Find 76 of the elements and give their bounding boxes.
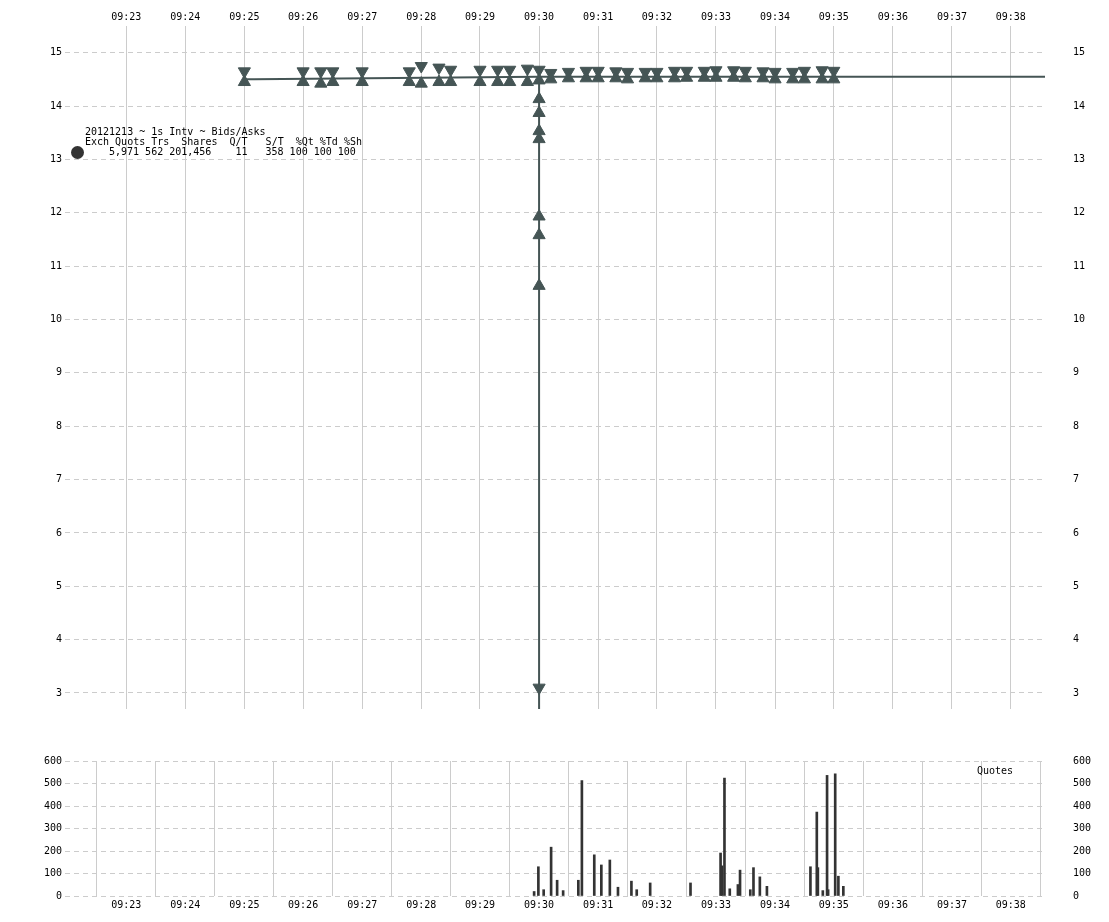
x-tick-label: 09:24 (170, 898, 201, 910)
x-tick-label: 09:23 (111, 10, 142, 22)
x-tick-label: 09:28 (406, 898, 437, 910)
y-tick-label: 600 (43, 754, 62, 766)
y-tick-label: 100 (43, 867, 62, 879)
y2-tick-label: 4 (1073, 633, 1080, 645)
x-tick-label: 09:29 (464, 898, 496, 910)
x-tick-label: 09:38 (995, 898, 1026, 910)
x-tick-label: 09:32 (641, 10, 672, 22)
y2-tick-label: 14 (1073, 99, 1086, 111)
x-tick-label: 09:23 (111, 898, 142, 910)
x-tick-label: 09:26 (288, 10, 319, 22)
x-tick-label: 09:30 (524, 10, 555, 22)
y2-tick-label: 5 (1073, 579, 1080, 591)
x-tick-label: 09:33 (700, 898, 732, 910)
y-tick-label: 200 (43, 844, 62, 856)
x-tick-label: 09:35 (818, 898, 849, 910)
y2-tick-label: 6 (1073, 526, 1080, 538)
y2-tick-label: 9 (1073, 366, 1080, 378)
x-tick-label: 09:38 (995, 10, 1026, 22)
y2-tick-label: 8 (1073, 419, 1080, 431)
y2-tick-label: 0 (1073, 889, 1080, 901)
y-tick-label: 10 (49, 313, 62, 325)
y-tick-label: 5 (55, 579, 62, 591)
y2-tick-label: 13 (1073, 152, 1086, 164)
y-tick-label: 8 (55, 419, 62, 431)
x-tick-label: 09:31 (583, 10, 614, 22)
y2-tick-label: 400 (1073, 799, 1092, 811)
x-tick-label: 09:26 (288, 898, 319, 910)
y2-tick-label: 11 (1073, 259, 1086, 271)
text: 20121213 ~ 1s Intv ~ Bids/Asks (85, 125, 266, 137)
x-tick-label: 09:32 (641, 898, 672, 910)
y2-tick-label: 3 (1073, 686, 1080, 698)
y-tick-label: 11 (49, 259, 62, 271)
annotation: Quotes (977, 764, 1014, 776)
x-tick-label: 09:28 (406, 10, 437, 22)
x-tick-label: 09:34 (760, 10, 791, 22)
x-tick-label: 09:37 (936, 898, 968, 910)
y-tick-label: 3 (55, 686, 62, 698)
y-tick-label: 14 (49, 99, 62, 111)
annotation: Exch Quots Trs Shares Q/T S/T %Qt %Td %Sh (85, 135, 362, 147)
y2-tick-label: 15 (1073, 46, 1086, 58)
y-tick-label: 300 (43, 822, 62, 834)
y-tick-label: 7 (55, 473, 62, 485)
x-tick-label: 09:30 (524, 898, 555, 910)
y-tick-label: 13 (49, 152, 62, 164)
y-tick-label: 0 (55, 889, 62, 901)
y2-tick-label: 600 (1073, 754, 1092, 766)
x-tick-label: 09:34 (760, 898, 791, 910)
y-tick-label: 12 (49, 206, 62, 218)
x-tick-label: 09:25 (229, 898, 260, 910)
y-tick-label: 500 (43, 777, 62, 789)
annotation: 5,971 562 201,456 11 358 100 100 100 (109, 145, 356, 157)
y2-tick-label: 100 (1073, 867, 1092, 879)
x-tick-label: 09:27 (347, 898, 378, 910)
y-tick-label: 15 (49, 46, 62, 58)
x-tick-label: 09:27 (347, 10, 378, 22)
x-tick-label: 09:24 (170, 10, 201, 22)
y2-tick-label: 300 (1073, 822, 1092, 834)
y-tick-label: 9 (55, 366, 62, 378)
x-tick-label: 09:31 (583, 898, 614, 910)
x-tick-label: 09:25 (229, 10, 260, 22)
x-tick-label: 09:29 (464, 10, 496, 22)
y2-tick-label: 12 (1073, 206, 1086, 218)
x-tick-label: 09:36 (877, 10, 908, 22)
y-tick-label: 6 (55, 526, 62, 538)
y2-tick-label: 500 (1073, 777, 1092, 789)
y2-tick-label: 7 (1073, 473, 1080, 485)
y-tick-label: 4 (55, 633, 62, 645)
x-tick-label: 09:33 (700, 10, 732, 22)
y-tick-label: 400 (43, 799, 62, 811)
x-tick-label: 09:37 (936, 10, 968, 22)
x-tick-label: 09:36 (877, 898, 908, 910)
y2-tick-label: 10 (1073, 313, 1086, 325)
x-tick-label: 09:35 (818, 10, 849, 22)
y2-tick-label: 200 (1073, 844, 1092, 856)
